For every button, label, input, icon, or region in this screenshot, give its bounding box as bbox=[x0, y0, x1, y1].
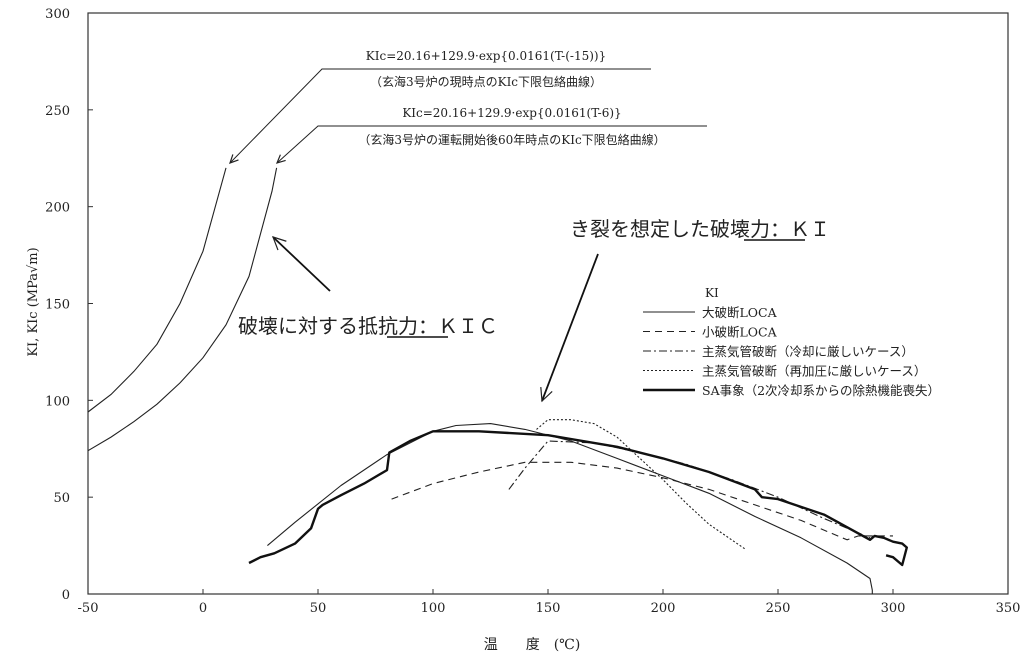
kic-note-1: （玄海3号炉の現時点のKIc下限包絡曲線） bbox=[370, 74, 602, 89]
callout-line-1 bbox=[229, 68, 651, 164]
x-tick-label: -50 bbox=[78, 601, 99, 616]
arrow-head bbox=[275, 154, 286, 164]
y-tick-label: 300 bbox=[45, 7, 70, 22]
x-tick-label: 200 bbox=[651, 601, 676, 616]
x-tick-label: 0 bbox=[199, 601, 207, 616]
ki-series-3 bbox=[508, 440, 871, 539]
legend-label: SA事象（2次冷却系からの除熱機能喪失） bbox=[702, 383, 940, 398]
resistance-label: 破壊に対する抵抗力：ＫＩＣ bbox=[238, 314, 498, 338]
x-tick-label: 250 bbox=[766, 601, 791, 616]
y-tick-label: 50 bbox=[53, 491, 70, 506]
legend: KI 大破断LOCA 小破断LOCA 主蒸気管破断（冷却に厳しいケース） 主蒸気管破断（… bbox=[643, 286, 940, 398]
kic-curve-1 bbox=[87, 167, 227, 413]
ki-series-1 bbox=[267, 423, 873, 594]
y-tick-label: 0 bbox=[62, 588, 70, 603]
kic-equation-2: KIc=20.16+129.9·exp{0.0161(T-6)} bbox=[402, 106, 621, 120]
x-tick-label: 100 bbox=[421, 601, 446, 616]
y-tick-label: 150 bbox=[45, 298, 70, 313]
y-tick-label: 250 bbox=[45, 104, 70, 119]
ki-series-5 bbox=[248, 430, 908, 567]
arrow-head bbox=[229, 154, 239, 164]
x-tick-label: 350 bbox=[996, 601, 1021, 616]
x-tick-label: 150 bbox=[536, 601, 561, 616]
y-tick-label: 100 bbox=[45, 394, 70, 409]
kic-curve-2 bbox=[87, 167, 278, 452]
callout-line-2 bbox=[276, 125, 707, 164]
legend-label: 小破断LOCA bbox=[702, 325, 778, 340]
x-tick-label: 50 bbox=[310, 601, 327, 616]
arrow-head bbox=[271, 236, 287, 251]
ki-series-2 bbox=[391, 461, 893, 541]
x-axis-label: 温 度 (℃) bbox=[484, 637, 581, 653]
axes bbox=[87, 12, 1009, 595]
legend-label: 主蒸気管破断（冷却に厳しいケース） bbox=[702, 344, 914, 359]
y-tick-label: 200 bbox=[45, 201, 70, 216]
legend-label: 大破断LOCA bbox=[702, 305, 778, 320]
legend-label: 主蒸気管破断（再加圧に厳しいケース） bbox=[702, 364, 926, 379]
kic-note-2: （玄海3号炉の運転開始後60年時点のKIc下限包絡曲線） bbox=[358, 132, 665, 147]
annotations: KIc=20.16+129.9·exp{0.0161(T-(-15))} （玄海3… bbox=[229, 49, 830, 403]
y-axis-label: KI, KIc (MPa√m) bbox=[26, 247, 41, 356]
plot-frame bbox=[87, 12, 1009, 595]
crack-label: き裂を想定した破壊力：ＫＩ bbox=[570, 217, 830, 241]
data-series bbox=[87, 167, 908, 594]
resistance-arrow bbox=[272, 236, 331, 292]
tick-labels: -50 0 50 100 150 200 250 300 350 0 50 100 150 200 250 3… bbox=[45, 7, 1020, 616]
legend-title: KI bbox=[705, 286, 719, 300]
kic-equation-1: KIc=20.16+129.9·exp{0.0161(T-(-15))} bbox=[366, 49, 606, 63]
crack-arrow bbox=[541, 253, 599, 402]
x-tick-label: 300 bbox=[881, 601, 906, 616]
arrow-head bbox=[540, 387, 553, 403]
